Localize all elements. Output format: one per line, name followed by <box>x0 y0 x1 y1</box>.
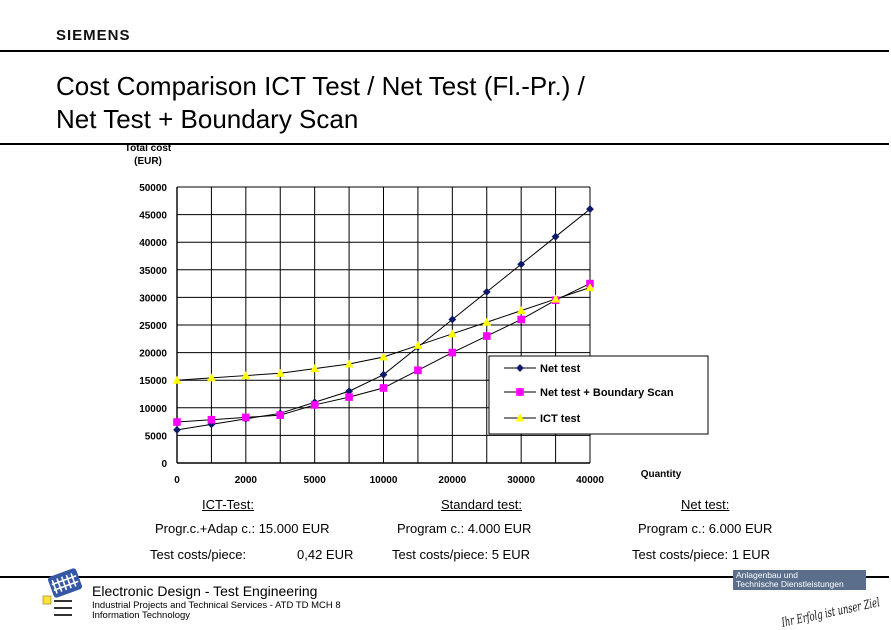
y-tick-label: 25000 <box>139 321 167 332</box>
chip-logo-icon <box>42 568 83 616</box>
data-point <box>516 306 526 315</box>
y-tick-label: 35000 <box>139 266 167 277</box>
y-tick-label: 15000 <box>139 376 167 387</box>
data-point <box>517 315 525 324</box>
x-tick-label: 40000 <box>576 475 604 486</box>
data-point <box>241 371 251 380</box>
badge-line-1: Anlagenbau und <box>736 570 798 580</box>
data-point <box>482 317 492 326</box>
chart-legend: Net test Net test + Boundary Scan ICT test <box>488 355 709 435</box>
legend-marker <box>515 413 525 422</box>
data-point <box>310 401 319 409</box>
data-point <box>275 368 285 377</box>
data-point <box>276 411 285 419</box>
title-line-2: Net Test + Boundary Scan <box>56 104 359 134</box>
net-programming-cost: Program c.: 6.000 EUR <box>638 521 773 536</box>
net-piece-cost: Test costs/piece: 1 EUR <box>632 547 770 562</box>
x-tick-label: 2000 <box>235 475 258 486</box>
legend-marker <box>516 388 524 396</box>
data-point <box>379 384 388 392</box>
data-point <box>551 294 561 303</box>
data-point <box>206 373 216 382</box>
data-point <box>482 332 491 340</box>
data-point <box>551 232 560 241</box>
data-point <box>173 425 181 434</box>
slogan-text: Ihr Erfolg ist unser Ziel <box>779 594 881 628</box>
legend-marker <box>516 364 524 372</box>
chart-ticks: 0500010000150002000025000300003500040000… <box>139 183 604 486</box>
data-point <box>585 282 595 291</box>
data-point <box>379 370 388 379</box>
data-point <box>447 329 457 338</box>
data-point <box>207 415 216 424</box>
title-line-1: Cost Comparison ICT Test / Net Test (Fl.… <box>56 71 585 101</box>
footer-title: Electronic Design - Test Engineering <box>92 583 318 599</box>
data-point <box>242 413 250 422</box>
siemens-logo: SIEMENS <box>56 27 131 44</box>
legend-label: Net test + Boundary Scan <box>540 387 674 399</box>
y-tick-label: 20000 <box>139 349 167 360</box>
legend-label: Net test <box>540 363 581 375</box>
data-point <box>345 393 353 401</box>
cost-comparison-chart: Total cost (EUR) Quantity 0 5000 10000 1500… <box>125 143 709 486</box>
data-point <box>379 352 388 361</box>
badge-line-2: Technische Dienstleistungen <box>736 579 844 589</box>
y-axis-label-line-2: (EUR) <box>134 156 162 167</box>
x-tick-label: 5000 <box>304 475 327 486</box>
data-point <box>448 315 457 324</box>
chart-markers <box>172 205 595 434</box>
data-point <box>310 364 320 373</box>
x-tick-label: 10000 <box>370 475 398 486</box>
data-point <box>414 366 422 375</box>
standard-piece-cost: Test costs/piece: 5 EUR <box>392 547 530 562</box>
ict-piece-label: Test costs/piece: <box>150 547 247 562</box>
slogan-signature: Ihr Erfolg ist unser Ziel <box>779 594 881 628</box>
x-axis-label: Quantity <box>641 469 682 480</box>
footer-line-1: Industrial Projects and Technical Servic… <box>92 600 341 611</box>
page-title: Cost Comparison ICT Test / Net Test (Fl.… <box>56 70 585 136</box>
y-tick-label: 40000 <box>139 238 167 249</box>
standard-programming-cost: Program c.: 4.000 EUR <box>397 521 532 536</box>
data-point <box>413 340 423 349</box>
data-point <box>448 348 457 357</box>
data-point <box>482 287 491 296</box>
data-point <box>172 375 182 384</box>
data-point <box>344 359 354 368</box>
ict-programming-cost: Progr.c.+Adap c.: 15.000 EUR <box>155 521 330 536</box>
y-axis-label-line-1: Total cost <box>125 143 172 154</box>
footer-divider <box>0 576 889 578</box>
footer-line-2: Information Technology <box>92 610 191 621</box>
y-tick-label: 50000 <box>139 183 167 194</box>
y-tick-label: 0 <box>161 459 167 470</box>
data-point <box>517 260 526 269</box>
data-point <box>173 418 181 426</box>
division-badge: Anlagenbau und Technische Dienstleistung… <box>733 570 866 590</box>
y-tick-label: 45000 <box>139 211 167 222</box>
standard-heading: Standard test: <box>441 497 522 512</box>
x-tick-label: 0 <box>174 475 180 486</box>
title-divider <box>0 143 889 145</box>
header-divider <box>0 50 889 52</box>
y-tick-label: 10000 <box>139 404 167 415</box>
legend-box <box>488 355 709 435</box>
net-heading: Net test: <box>681 497 730 512</box>
x-tick-label: 20000 <box>438 475 466 486</box>
y-tick-label: 5000 <box>145 431 168 442</box>
legend-label: ICT test <box>540 413 581 425</box>
ict-piece-value: 0,42 EUR <box>297 547 354 562</box>
y-tick-label: 30000 <box>139 293 167 304</box>
x-tick-label: 30000 <box>507 475 535 486</box>
data-point <box>586 205 594 213</box>
ict-heading: ICT-Test: <box>202 497 255 512</box>
